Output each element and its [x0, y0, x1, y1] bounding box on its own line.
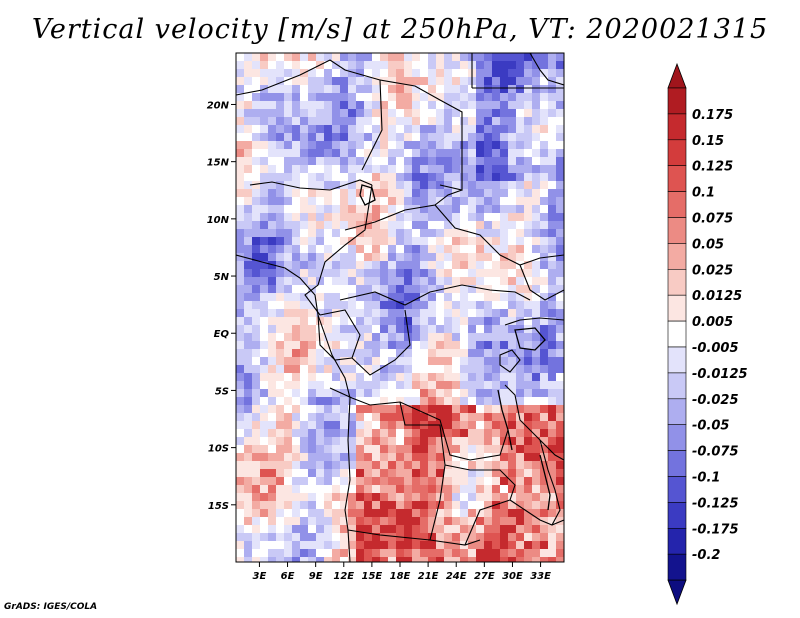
colorbar-segment — [667, 191, 687, 218]
coastline-west — [236, 254, 351, 562]
colorbar-label: 0.025 — [692, 263, 733, 278]
lon-tick-label: 33E — [530, 571, 551, 582]
colorbar-segment — [667, 450, 687, 477]
border-niger-chad — [236, 59, 383, 171]
border-rwanda — [499, 349, 521, 373]
plot-title: Vertical velocity [m/s] at 250hPa, VT: 2… — [31, 14, 769, 45]
colorbar-label: 0.0125 — [692, 289, 742, 304]
lat-tick-label: EQ — [214, 329, 230, 340]
colorbar-segment — [667, 243, 687, 270]
border-cameroon — [304, 184, 373, 316]
border-chad-car — [344, 189, 463, 231]
lon-tick-label: 12E — [333, 571, 354, 582]
lon-tick-label: 15E — [362, 571, 383, 582]
colorbar-label: -0.05 — [692, 419, 729, 434]
border-sudan-south — [434, 204, 564, 266]
colorbar-label: -0.0125 — [692, 367, 748, 382]
lat-tick-label: 10N — [207, 215, 230, 226]
lat-tick-label: 10S — [208, 444, 229, 455]
lake-victoria — [514, 327, 546, 351]
colorbar-segment — [667, 424, 687, 451]
colorbar-segment — [667, 398, 687, 425]
lake-malawi — [539, 454, 551, 511]
lon-tick-label: 3E — [253, 571, 267, 582]
colorbar: 0.175 0.15 0.125 0.1 0.075 0.05 0.025 0.0125 0.0… — [667, 62, 748, 606]
lat-tick-label: 5S — [215, 386, 229, 397]
border-zambia — [444, 464, 516, 546]
colorbar-label: -0.175 — [692, 522, 739, 537]
country-borders — [236, 53, 564, 562]
colorbar-segment — [667, 139, 687, 167]
longitude-axis: 3E 6E 9E 12E 15E 18E 21E 24E 27E 30E 33E — [253, 562, 551, 582]
border-uganda-kenya — [504, 317, 564, 326]
colorbar-label: -0.005 — [692, 341, 739, 356]
colorbar-label: 0.005 — [692, 315, 733, 330]
lat-tick-label: 15N — [207, 158, 230, 169]
lake-chad — [359, 184, 376, 206]
border-libya-sudan — [379, 79, 463, 191]
lon-tick-label: 18E — [390, 571, 411, 582]
lat-tick-label: 15S — [208, 501, 229, 512]
lake-tanganyika — [497, 389, 513, 451]
border-congo — [319, 309, 411, 376]
colorbar-label: 0.175 — [692, 108, 733, 123]
lon-tick-label: 24E — [446, 571, 467, 582]
lon-tick-label: 27E — [474, 571, 495, 582]
border-mozambique — [509, 499, 564, 526]
colorbar-segment — [667, 476, 687, 503]
border-malawi — [539, 439, 561, 526]
colorbar-segment — [667, 87, 687, 115]
colorbar-segment — [667, 113, 687, 141]
border-gabon — [317, 314, 353, 361]
colorbar-segment — [667, 320, 687, 348]
lon-tick-label: 30E — [502, 571, 523, 582]
colorbar-segment — [667, 372, 687, 400]
colorbar-label: 0.15 — [692, 134, 724, 149]
colorbar-label: -0.2 — [692, 548, 720, 563]
border-tanzania — [504, 384, 564, 461]
colorbar-segment — [667, 268, 687, 296]
colorbar-label: 0.05 — [692, 237, 724, 252]
colorbar-segment — [667, 294, 687, 322]
colorbar-label: -0.125 — [692, 496, 739, 511]
grads-credit: GrADS: IGES/COLA — [4, 602, 98, 612]
colorbar-segment — [667, 527, 687, 555]
colorbar-segment — [667, 217, 687, 244]
colorbar-bottom-arrow — [667, 579, 687, 606]
colorbar-label: -0.1 — [692, 471, 720, 486]
vertical-velocity-field — [236, 53, 564, 562]
colorbar-label: -0.075 — [692, 445, 739, 460]
colorbar-label: -0.025 — [692, 393, 739, 408]
border-ethiopia — [519, 264, 564, 301]
lat-tick-label: 20N — [207, 100, 230, 111]
coastline-northeast — [529, 53, 564, 86]
lat-tick-label: 5N — [214, 272, 230, 283]
latitude-axis: 20N 15N 10N 5N EQ 5S 10S 15S — [207, 100, 236, 512]
border-nigeria-north — [249, 179, 373, 191]
lon-tick-label: 9E — [309, 571, 323, 582]
colorbar-label: 0.075 — [692, 212, 733, 227]
colorbar-segment — [667, 502, 687, 529]
colorbar-top-arrow — [667, 62, 687, 89]
colorbar-segment — [667, 165, 687, 192]
colorbar-label: 0.125 — [692, 160, 733, 175]
border-angola-south — [347, 529, 481, 546]
border-car-drc — [339, 284, 531, 306]
colorbar-segment — [667, 346, 687, 374]
lon-tick-label: 6E — [281, 571, 295, 582]
colorbar-label: 0.1 — [692, 186, 715, 201]
border-angola-east — [399, 401, 446, 541]
colorbar-segment — [667, 553, 687, 581]
border-drc-south — [329, 387, 509, 461]
lon-tick-label: 21E — [418, 571, 439, 582]
